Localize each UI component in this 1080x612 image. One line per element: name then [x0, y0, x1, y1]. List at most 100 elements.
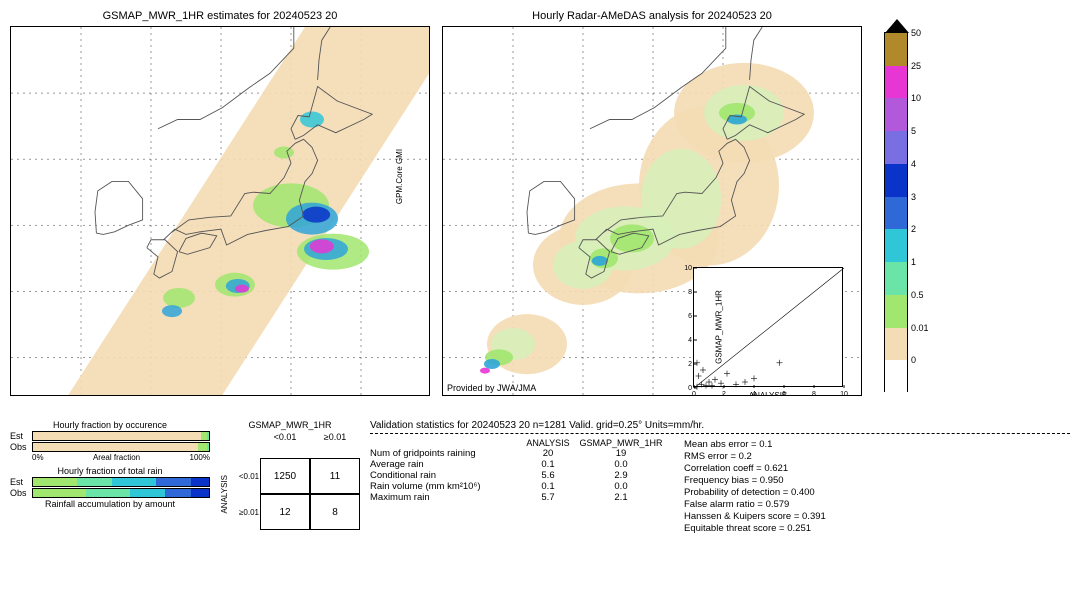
ct-row-label: ≥0.01 [238, 508, 260, 517]
fraction-segment [77, 478, 112, 486]
colorbar-tick: 2 [907, 224, 916, 234]
colorbar-tick: 3 [907, 192, 916, 202]
swath-label: GPM.Core GMI [395, 149, 404, 204]
inset-xlabel: ANALYSIS [749, 391, 788, 396]
colorbar-segment [885, 295, 907, 328]
colorbar: 502510543210.50.010 [884, 32, 908, 392]
left-map: GPM.Core GMI125°E130°E135°E140°E145°E25°… [10, 26, 430, 396]
frac-axis-100: 100% [190, 453, 210, 462]
ct-cell: 8 [310, 494, 360, 530]
lon-tick: 125°E [501, 395, 526, 396]
colorbar-tick: 5 [907, 126, 916, 136]
colorbar-tick: 4 [907, 159, 916, 169]
stats-block: Validation statistics for 20240523 20 n=… [370, 420, 1070, 590]
colorbar-segment [885, 360, 907, 393]
svg-text:6: 6 [688, 313, 692, 320]
fraction-row-label: Est [10, 431, 32, 441]
inset-ylabel: GSMAP_MWR_1HR [714, 290, 723, 364]
ct-col-label: ≥0.01 [310, 432, 360, 442]
svg-text:0: 0 [688, 385, 692, 392]
svg-text:2: 2 [722, 391, 726, 396]
colorbar-tick: 0 [907, 355, 916, 365]
fraction-row: Obs [10, 442, 210, 452]
credit-text: Provided by JWA/JMA [447, 383, 536, 393]
lon-tick: 140°E [711, 395, 736, 396]
lon-tick: 125°E [69, 395, 94, 396]
contingency-block: GSMAP_MWR_1HR <0.01≥0.01ANALYSIS<0.01125… [220, 420, 360, 590]
fraction-row-label: Obs [10, 442, 32, 452]
stats-left-row: Num of gridpoints raining2019 [370, 448, 666, 459]
fraction-bar [32, 431, 210, 441]
svg-text:8: 8 [688, 289, 692, 296]
svg-text:10: 10 [840, 391, 848, 396]
lat-tick: 40°N [10, 154, 11, 164]
left-map-title: GSMAP_MWR_1HR estimates for 20240523 20 [10, 10, 430, 22]
colorbar-segment [885, 229, 907, 262]
frac-axis-0: 0% [32, 453, 44, 462]
lon-tick: 130°E [139, 395, 164, 396]
fraction-segment [191, 478, 209, 486]
lat-tick: 30°N [442, 286, 443, 296]
stats-left-row: Maximum rain5.72.1 [370, 492, 666, 503]
fraction-segment [130, 489, 165, 497]
lat-tick: 25°N [10, 352, 11, 362]
fraction-bar [32, 477, 210, 487]
lat-tick: 45°N [442, 88, 443, 98]
fraction-segment [156, 478, 191, 486]
lon-tick: 145°E [349, 395, 374, 396]
fraction-bar [32, 442, 210, 452]
colorbar-tick: 10 [907, 93, 921, 103]
colorbar-segment [885, 328, 907, 361]
frac-occ-title: Hourly fraction by occurence [10, 420, 210, 430]
fraction-row: Obs [10, 488, 210, 498]
fraction-segment [207, 443, 209, 451]
colorbar-segment [885, 262, 907, 295]
fraction-segment [86, 489, 130, 497]
lat-tick: 45°N [10, 88, 11, 98]
right-map-title: Hourly Radar-AMeDAS analysis for 2024052… [442, 10, 862, 22]
stats-right-col: Mean abs error = 0.1RMS error = 0.2Corre… [684, 438, 826, 535]
lat-tick: 30°N [10, 286, 11, 296]
fraction-segment [33, 478, 77, 486]
fraction-row-label: Obs [10, 488, 32, 498]
lat-tick: 25°N [442, 352, 443, 362]
ct-cell: 11 [310, 458, 360, 494]
frac-tot-title: Hourly fraction of total rain [10, 466, 210, 476]
colorbar-tick: 0.5 [907, 290, 924, 300]
colorbar-segment [885, 197, 907, 230]
lon-tick: 135°E [641, 395, 666, 396]
fraction-bar [32, 488, 210, 498]
ct-cell: 12 [260, 494, 310, 530]
right-map-panel: Hourly Radar-AMeDAS analysis for 2024052… [442, 10, 862, 410]
svg-text:2: 2 [688, 361, 692, 368]
svg-text:10: 10 [684, 265, 692, 272]
frac-axis-mid: Areal fraction [93, 453, 140, 462]
fraction-row: Est [10, 431, 210, 441]
colorbar-tick: 50 [907, 28, 921, 38]
colorbar-tick: 1 [907, 257, 916, 267]
stats-metric-row: Probability of detection = 0.400 [684, 487, 826, 498]
stats-left-row: Conditional rain5.62.9 [370, 470, 666, 481]
svg-text:4: 4 [688, 337, 692, 344]
fraction-segment [165, 489, 191, 497]
lon-tick: 135°E [209, 395, 234, 396]
right-map: Provided by JWA/JMA 00224466881010 GSMAP… [442, 26, 862, 396]
svg-text:8: 8 [812, 391, 816, 396]
ct-side-label: ANALYSIS [220, 475, 238, 514]
stats-title: Validation statistics for 20240523 20 n=… [370, 420, 1070, 434]
stats-metric-row: Correlation coeff = 0.621 [684, 463, 826, 474]
stats-metric-row: False alarm ratio = 0.579 [684, 499, 826, 510]
colorbar-segment [885, 66, 907, 99]
colorbar-segment [885, 33, 907, 66]
ct-col-label: <0.01 [260, 432, 310, 442]
colorbar-tick: 0.01 [907, 323, 929, 333]
colorbar-segment [885, 164, 907, 197]
fraction-segment [112, 478, 156, 486]
colorbar-segment [885, 131, 907, 164]
stats-left-col: ANALYSISGSMAP_MWR_1HRNum of gridpoints r… [370, 438, 666, 535]
scatter-inset: 00224466881010 GSMAP_MWR_1HR ANALYSIS [693, 267, 843, 387]
left-map-panel: GSMAP_MWR_1HR estimates for 20240523 20 … [10, 10, 430, 410]
stats-metric-row: Hanssen & Kuipers score = 0.391 [684, 511, 826, 522]
colorbar-segment [885, 98, 907, 131]
stats-metric-row: Equitable threat score = 0.251 [684, 523, 826, 534]
